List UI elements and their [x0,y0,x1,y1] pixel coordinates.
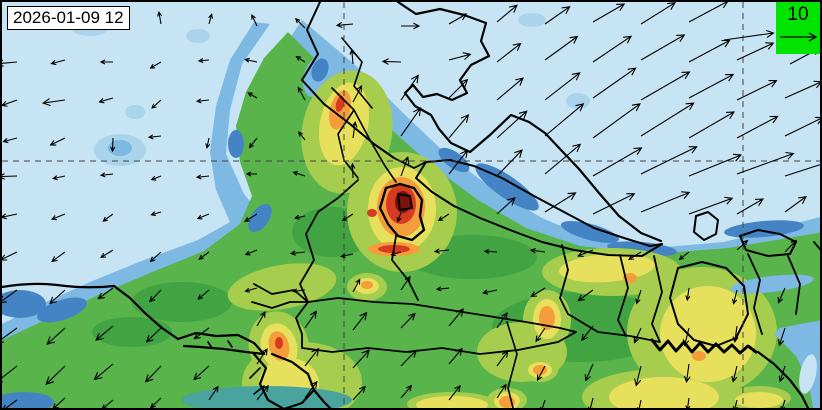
legend-value: 10 [787,4,809,25]
legend-reference-arrow [780,32,818,42]
wind-scale-legend: 10 [776,2,820,54]
date-label-box: 2026-01-09 12 [7,6,130,30]
date-label: 2026-01-09 12 [13,8,124,27]
